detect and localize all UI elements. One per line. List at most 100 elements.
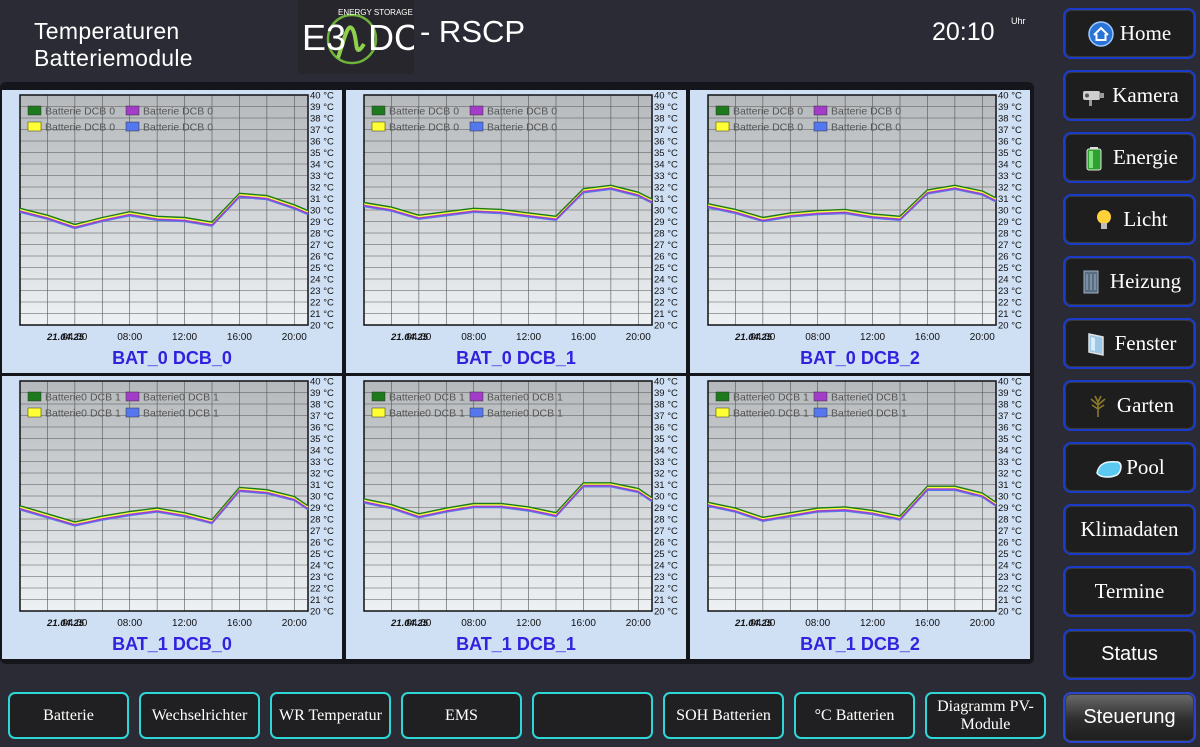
date-label: 21.04.25	[46, 618, 85, 629]
y-tick-label: 24 °C	[310, 275, 334, 286]
chart-title: BAT_1 DCB_1	[456, 634, 576, 654]
y-tick-label: 30 °C	[998, 206, 1022, 217]
plot-frame	[19, 380, 309, 612]
sidebar-item-licht[interactable]: Licht	[1063, 194, 1196, 245]
legend-label: Batterie0 DCB 1	[487, 392, 563, 404]
bottom-nav-diagramm-pv-module[interactable]: Diagramm PV-Module	[925, 692, 1046, 739]
legend-swatch	[371, 105, 386, 116]
bottom-nav-label: WR Temperatur	[279, 706, 382, 724]
series-line	[19, 195, 309, 229]
sidebar-item-kamera[interactable]: Kamera	[1063, 70, 1196, 121]
sidebar-item-home[interactable]: Home	[1063, 8, 1196, 59]
x-tick-label: 12:00	[860, 618, 885, 629]
y-tick-label: 39 °C	[998, 388, 1022, 399]
x-tick-label: 08:00	[117, 332, 142, 343]
y-tick-label: 26 °C	[310, 538, 334, 549]
sidebar-item-steuerung[interactable]: Steuerung	[1063, 692, 1196, 743]
y-tick-label: 28 °C	[654, 229, 678, 240]
legend-swatch	[125, 105, 140, 116]
sidebar-item-klimadaten[interactable]: Klimadaten	[1063, 504, 1196, 555]
y-tick-label: 24 °C	[998, 561, 1022, 572]
legend-label: Batterie DCB 0	[143, 106, 213, 118]
y-tick-label: 39 °C	[654, 388, 678, 399]
chart-card: 20 °C 21 °C 22 °C 23 °C 24 °C 25 °C 26 °C 27 °C…	[346, 90, 686, 373]
y-tick-label: 24 °C	[654, 275, 678, 286]
legend-swatch	[371, 391, 386, 402]
y-tick-label: 34 °C	[654, 446, 678, 457]
date-label: 21.04.25	[734, 332, 773, 343]
sidebar-item-label: Energie	[1113, 145, 1178, 169]
legend-label: Batterie0 DCB 1	[45, 392, 121, 404]
y-tick-label: 27 °C	[998, 240, 1022, 251]
y-tick-label: 35 °C	[998, 148, 1022, 159]
bottom-nav-wr-temperatur[interactable]: WR Temperatur	[270, 692, 391, 739]
y-tick-label: 31 °C	[998, 480, 1022, 491]
chart-title: BAT_0 DCB_2	[800, 348, 920, 368]
bottom-nav-batterie[interactable]: Batterie	[8, 692, 129, 739]
camera-icon	[1080, 83, 1106, 109]
sidebar-item-energie[interactable]: Energie	[1063, 132, 1196, 183]
y-tick-label: 38 °C	[654, 114, 678, 125]
bottom-nav-grad-batterien[interactable]: °C Batterien	[794, 692, 915, 739]
y-tick-label: 37 °C	[998, 411, 1022, 422]
x-tick-label: 20:00	[970, 618, 995, 629]
sidebar-item-pool[interactable]: Pool	[1063, 442, 1196, 493]
y-tick-label: 38 °C	[310, 400, 334, 411]
e3dc-logo: E3 DC ENERGY STORAGE	[298, 0, 414, 74]
y-tick-label: 22 °C	[310, 584, 334, 595]
sidebar-item-heizung[interactable]: Heizung	[1063, 256, 1196, 307]
legend-swatch	[813, 105, 828, 116]
y-tick-label: 36 °C	[998, 137, 1022, 148]
y-tick-label: 38 °C	[654, 400, 678, 411]
chart-card: 20 °C 21 °C 22 °C 23 °C 24 °C 25 °C 26 °C 27 °C…	[346, 376, 686, 659]
y-tick-label: 26 °C	[654, 538, 678, 549]
legend-label: Batterie0 DCB 1	[733, 408, 809, 420]
plot-frame	[707, 380, 997, 612]
y-tick-label: 31 °C	[310, 194, 334, 205]
x-tick-label: 16:00	[571, 618, 596, 629]
y-tick-label: 37 °C	[654, 125, 678, 136]
y-tick-label: 39 °C	[654, 102, 678, 113]
legend-swatch	[125, 391, 140, 402]
sidebar-item-garten[interactable]: Garten	[1063, 380, 1196, 431]
sidebar-item-termine[interactable]: Termine	[1063, 566, 1196, 617]
sidebar-item-fenster[interactable]: Fenster	[1063, 318, 1196, 369]
bottom-nav-wechselrichter[interactable]: Wechselrichter	[139, 692, 260, 739]
chart-title: BAT_1 DCB_0	[112, 634, 232, 654]
sidebar-item-label: Status	[1101, 643, 1158, 665]
date-label: 21.04.25	[390, 332, 429, 343]
bottom-nav-empty[interactable]	[532, 692, 653, 739]
y-tick-label: 29 °C	[998, 217, 1022, 228]
x-tick-label: 08:00	[805, 332, 830, 343]
y-tick-label: 34 °C	[998, 160, 1022, 171]
legend-swatch	[813, 121, 828, 132]
sidebar-item-status[interactable]: Status	[1063, 629, 1196, 680]
date-label: 21.04.25	[390, 618, 429, 629]
x-tick-label: 08:00	[461, 618, 486, 629]
y-tick-label: 34 °C	[310, 160, 334, 171]
logo-tagline: ENERGY STORAGE	[338, 8, 413, 17]
legend-swatch	[27, 105, 42, 116]
y-tick-label: 25 °C	[998, 263, 1022, 274]
sidebar-item-label: Steuerung	[1083, 706, 1176, 728]
y-tick-label: 40 °C	[654, 91, 678, 102]
chart-title: BAT_0 DCB_1	[456, 348, 576, 368]
y-tick-label: 38 °C	[310, 114, 334, 125]
y-tick-label: 20 °C	[998, 321, 1022, 332]
x-tick-label: 12:00	[516, 618, 541, 629]
bottom-nav-label: SOH Batterien	[676, 706, 771, 724]
bottom-nav-soh-batterien[interactable]: SOH Batterien	[663, 692, 784, 739]
y-tick-label: 23 °C	[310, 286, 334, 297]
legend-label: Batterie DCB 0	[487, 106, 557, 118]
y-tick-label: 23 °C	[998, 286, 1022, 297]
y-tick-label: 20 °C	[998, 607, 1022, 618]
legend-swatch	[469, 121, 484, 132]
series-line	[707, 488, 997, 521]
bottom-nav-ems[interactable]: EMS	[401, 692, 522, 739]
y-tick-label: 37 °C	[998, 125, 1022, 136]
y-tick-label: 36 °C	[654, 423, 678, 434]
x-tick-label: 16:00	[915, 618, 940, 629]
y-tick-label: 40 °C	[310, 91, 334, 102]
plot-frame	[363, 94, 653, 326]
y-tick-label: 25 °C	[310, 263, 334, 274]
